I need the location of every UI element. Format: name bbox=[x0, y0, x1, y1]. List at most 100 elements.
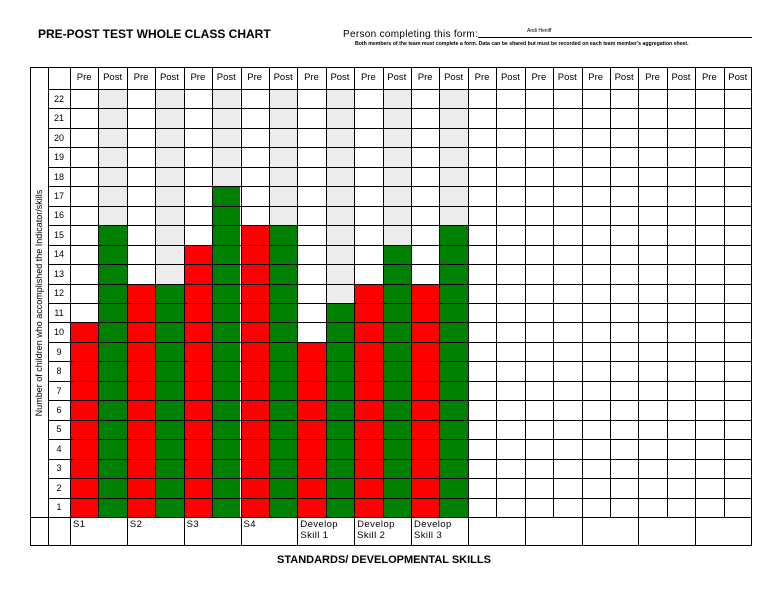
column-header: Post bbox=[444, 72, 464, 83]
column-header: Post bbox=[159, 72, 179, 83]
column-header: Pre bbox=[474, 72, 490, 83]
col-line bbox=[70, 67, 71, 546]
column-header: Post bbox=[671, 72, 691, 83]
y-tick-label: 17 bbox=[53, 191, 64, 201]
col-line bbox=[553, 67, 555, 517]
form-note: Both members of the team must complete a… bbox=[355, 41, 689, 47]
category-label: Develop Skill 2 bbox=[357, 519, 395, 541]
col-line bbox=[666, 67, 668, 517]
col-line bbox=[439, 67, 441, 517]
signature-line bbox=[478, 37, 752, 38]
bar bbox=[297, 341, 326, 517]
col-line bbox=[354, 67, 356, 546]
grid-line bbox=[48, 322, 752, 324]
bar bbox=[382, 244, 411, 517]
column-header: Post bbox=[103, 72, 123, 83]
col-line bbox=[155, 67, 157, 517]
col-line bbox=[297, 67, 299, 546]
col-line bbox=[212, 67, 214, 517]
column-header: Pre bbox=[531, 72, 547, 83]
table-border bbox=[30, 67, 752, 546]
grid-line bbox=[48, 147, 752, 149]
y-tick-label: 6 bbox=[56, 405, 62, 415]
col-line bbox=[411, 67, 412, 546]
y-tick-label: 22 bbox=[53, 93, 64, 104]
bar bbox=[439, 225, 468, 517]
category-label: S1 bbox=[73, 519, 86, 530]
y-axis-label: Number of children who accomplished the … bbox=[34, 189, 44, 417]
bar bbox=[155, 283, 184, 517]
column-header: Pre bbox=[360, 72, 376, 83]
column-header: Post bbox=[330, 72, 350, 83]
grid-line bbox=[48, 225, 752, 227]
column-header: Post bbox=[500, 72, 520, 83]
col-line bbox=[382, 67, 384, 517]
column-header: Post bbox=[557, 72, 577, 83]
column-header: Pre bbox=[588, 72, 604, 83]
col-line bbox=[48, 67, 49, 546]
grid-line bbox=[48, 341, 752, 343]
grid-line bbox=[48, 127, 752, 129]
column-header: Pre bbox=[133, 72, 149, 83]
col-line bbox=[581, 67, 583, 546]
grid-line bbox=[48, 380, 752, 382]
y-tick-label: 13 bbox=[53, 268, 64, 279]
category-label: S2 bbox=[129, 519, 143, 530]
bar bbox=[212, 186, 241, 517]
bar bbox=[183, 244, 213, 517]
bar bbox=[411, 283, 440, 517]
col-line bbox=[325, 67, 327, 517]
y-tick-label: 18 bbox=[53, 171, 64, 182]
col-line bbox=[638, 67, 640, 546]
col-line bbox=[98, 67, 100, 517]
column-header: Post bbox=[387, 72, 407, 83]
y-tick-label: 7 bbox=[56, 385, 62, 396]
bar bbox=[126, 283, 156, 517]
col-line bbox=[496, 67, 498, 517]
form-label: Person completing this form: bbox=[343, 29, 479, 40]
y-tick-label: 20 bbox=[53, 132, 64, 143]
column-header: Pre bbox=[417, 72, 433, 83]
grid-line bbox=[48, 478, 752, 480]
y-tick-label: 9 bbox=[56, 346, 62, 357]
category-label: S4 bbox=[243, 519, 256, 530]
y-tick-label: 14 bbox=[53, 249, 64, 260]
category-label: S3 bbox=[186, 519, 200, 530]
y-tick-label: 11 bbox=[54, 307, 64, 318]
y-tick-label: 8 bbox=[56, 366, 62, 377]
grid-line bbox=[48, 458, 752, 460]
signature: Andi Heniff bbox=[527, 28, 552, 34]
bar bbox=[268, 225, 298, 517]
col-line bbox=[183, 67, 185, 546]
column-header: Pre bbox=[190, 72, 206, 83]
grid-line bbox=[48, 205, 752, 207]
grid-line bbox=[48, 497, 752, 499]
grid-line bbox=[48, 166, 752, 168]
col-line bbox=[467, 67, 469, 546]
column-header: Pre bbox=[247, 72, 263, 83]
y-tick-label: 4 bbox=[56, 443, 62, 454]
grid-line bbox=[48, 244, 752, 246]
grid-line bbox=[48, 264, 752, 266]
bar bbox=[325, 303, 355, 517]
y-tick-label: 5 bbox=[56, 424, 62, 435]
category-label: Develop Skill 1 bbox=[300, 519, 338, 541]
y-tick-label: 1 bbox=[56, 502, 62, 513]
y-tick-label: 2 bbox=[56, 482, 62, 493]
grid-line bbox=[48, 400, 752, 402]
col-line bbox=[126, 67, 128, 546]
y-tick-label: 19 bbox=[53, 152, 64, 163]
header-line bbox=[48, 89, 752, 90]
column-header: Pre bbox=[645, 72, 660, 83]
y-tick-label: 16 bbox=[53, 210, 64, 221]
col-line bbox=[609, 67, 611, 517]
y-tick-label: 21 bbox=[53, 113, 64, 124]
grid-line bbox=[48, 439, 752, 441]
column-header: Pre bbox=[76, 72, 92, 83]
grid-line bbox=[48, 283, 752, 285]
grid-line bbox=[48, 186, 752, 188]
col-line bbox=[268, 67, 270, 517]
y-tick-label: 3 bbox=[56, 463, 62, 474]
grid-line bbox=[48, 303, 752, 304]
